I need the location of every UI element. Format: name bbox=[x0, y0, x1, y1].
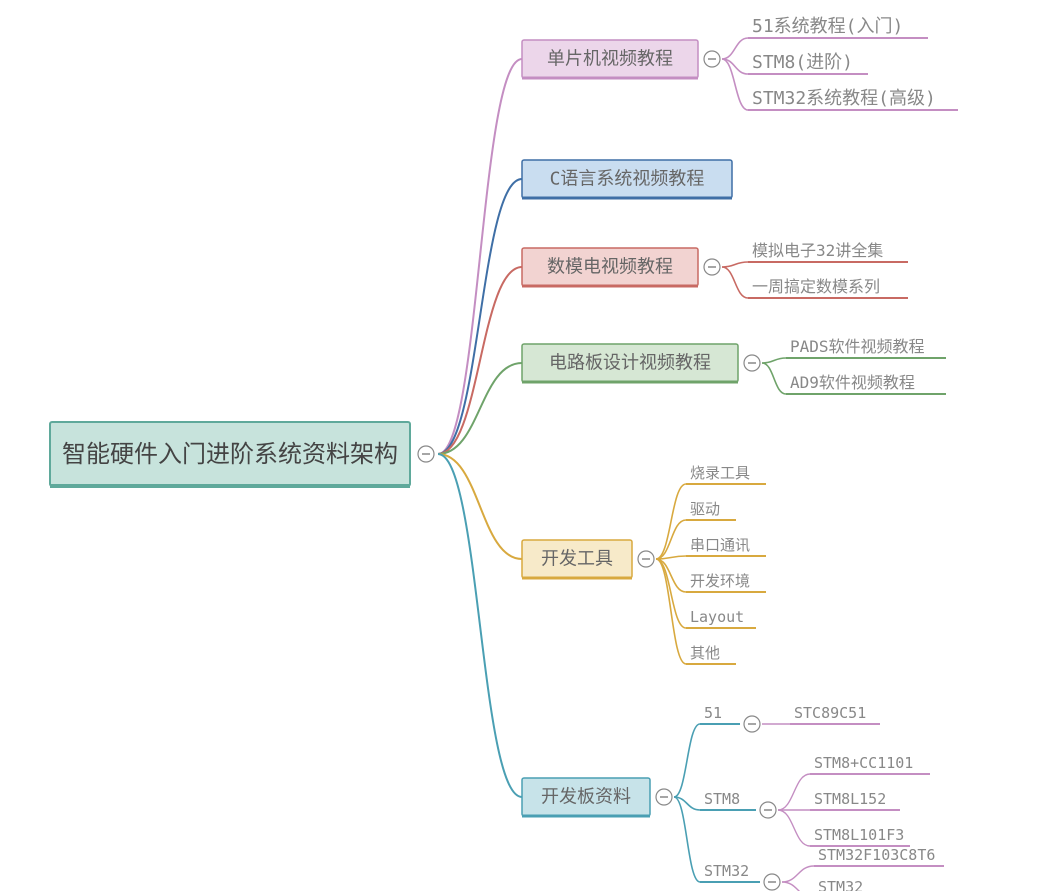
connector bbox=[722, 262, 748, 267]
leaf-node[interactable]: STM8(进阶) bbox=[752, 52, 853, 73]
leaf-node[interactable]: 驱动 bbox=[690, 500, 720, 518]
leaf-node[interactable]: STM8+CC1101 bbox=[814, 754, 913, 772]
connector bbox=[438, 59, 522, 454]
leaf-node[interactable]: STM8L152 bbox=[814, 790, 886, 808]
branch-label: 开发板资料 bbox=[541, 787, 631, 808]
connector bbox=[438, 267, 522, 454]
connector bbox=[778, 810, 810, 846]
connector bbox=[778, 774, 810, 810]
leaf-node[interactable]: 一周搞定数模系列 bbox=[752, 277, 880, 296]
leaf-node[interactable]: 51 bbox=[704, 704, 722, 722]
connector bbox=[438, 179, 522, 454]
leaf-node[interactable]: PADS软件视频教程 bbox=[790, 337, 925, 356]
leaf-node[interactable]: STM8L101F3 bbox=[814, 826, 904, 844]
leaf-node[interactable]: 51系统教程(入门) bbox=[752, 16, 903, 37]
leaf-node[interactable]: STM8 bbox=[704, 790, 740, 808]
leaf-node[interactable]: Layout bbox=[690, 608, 744, 626]
mindmap-canvas: 智能硬件入门进阶系统资料架构 单片机视频教程 51系统教程(入门) STM8(进阶) S… bbox=[0, 0, 1056, 891]
leaf-node[interactable]: STM32F103C8T6 bbox=[818, 846, 935, 864]
connector bbox=[782, 882, 814, 891]
connector bbox=[722, 38, 748, 59]
leaf-node[interactable]: STM32 bbox=[704, 862, 749, 880]
connector bbox=[782, 866, 814, 882]
leaf-node[interactable]: STC89C51 bbox=[794, 704, 866, 722]
branch-label: C语言系统视频教程 bbox=[550, 169, 705, 190]
connector bbox=[674, 724, 700, 797]
connector bbox=[656, 559, 686, 628]
leaf-node[interactable]: AD9软件视频教程 bbox=[790, 373, 915, 392]
connector bbox=[762, 363, 786, 394]
root-label: 智能硬件入门进阶系统资料架构 bbox=[62, 440, 398, 468]
leaf-node[interactable]: STM32系统教程(高级) bbox=[752, 88, 936, 109]
branch-label: 单片机视频教程 bbox=[547, 49, 673, 70]
connector bbox=[656, 520, 686, 559]
branch-label: 数模电视频教程 bbox=[547, 257, 673, 278]
connector bbox=[722, 267, 748, 298]
leaf-node[interactable]: 其他 bbox=[690, 644, 720, 662]
connector bbox=[762, 358, 786, 363]
leaf-node[interactable]: 模拟电子32讲全集 bbox=[752, 241, 883, 260]
leaf-node[interactable]: STM32 bbox=[818, 878, 863, 891]
branch-label: 开发工具 bbox=[541, 549, 613, 570]
leaf-node[interactable]: 开发环境 bbox=[690, 572, 750, 590]
leaf-node[interactable]: 串口通讯 bbox=[690, 536, 750, 554]
branch-label: 电路板设计视频教程 bbox=[549, 353, 711, 374]
connector bbox=[438, 454, 522, 559]
leaf-node[interactable]: 烧录工具 bbox=[690, 464, 750, 482]
